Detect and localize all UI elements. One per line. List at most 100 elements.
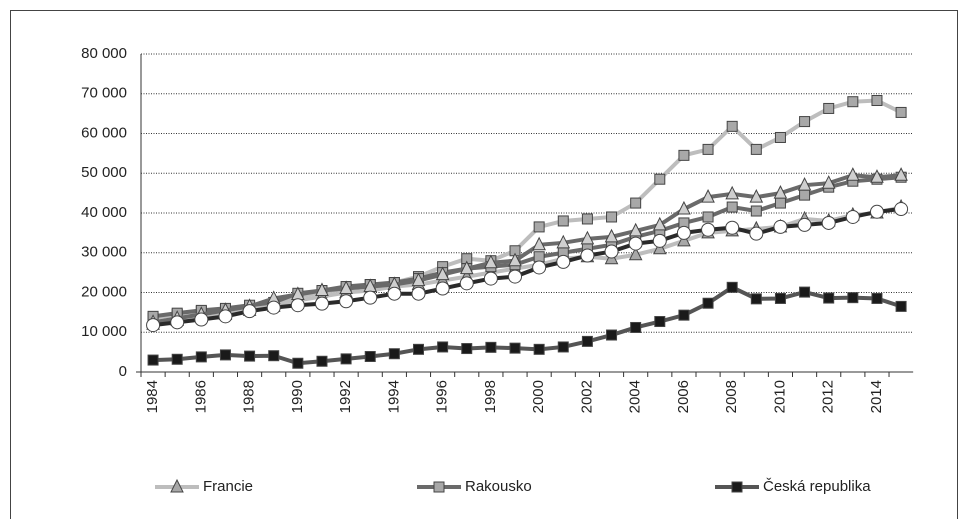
series-line bbox=[152, 173, 902, 325]
marker bbox=[581, 213, 593, 225]
marker bbox=[701, 188, 715, 203]
y-tick-label: 70 000 bbox=[81, 85, 127, 102]
marker bbox=[340, 353, 352, 365]
marker bbox=[459, 260, 474, 275]
marker bbox=[435, 266, 450, 281]
marker bbox=[170, 315, 185, 330]
marker bbox=[702, 211, 714, 223]
marker bbox=[316, 355, 328, 367]
y-tick-label: 50 000 bbox=[81, 164, 127, 181]
marker bbox=[799, 189, 811, 201]
marker bbox=[821, 215, 836, 230]
marker bbox=[894, 202, 909, 217]
marker bbox=[773, 185, 788, 199]
marker bbox=[532, 236, 546, 251]
marker bbox=[678, 149, 690, 161]
marker bbox=[821, 175, 836, 189]
x-tick-label: 2014 bbox=[868, 380, 885, 413]
marker bbox=[435, 281, 450, 296]
marker bbox=[701, 222, 716, 237]
legend-label: Francie bbox=[203, 478, 253, 495]
marker bbox=[773, 219, 788, 234]
x-tick-label: 1998 bbox=[482, 380, 499, 413]
x-tick-label: 2008 bbox=[723, 380, 740, 413]
marker bbox=[847, 96, 859, 108]
marker bbox=[845, 209, 860, 224]
marker bbox=[508, 252, 522, 267]
marker bbox=[726, 120, 738, 132]
marker bbox=[870, 169, 884, 183]
marker bbox=[218, 309, 233, 324]
marker bbox=[146, 318, 161, 333]
marker bbox=[871, 292, 883, 304]
marker bbox=[749, 226, 764, 241]
legend-label: Česká republika bbox=[763, 478, 871, 495]
marker bbox=[628, 222, 643, 237]
marker bbox=[268, 350, 280, 362]
x-tick-label: 2012 bbox=[820, 380, 837, 413]
frame bbox=[10, 10, 958, 519]
marker bbox=[725, 220, 740, 235]
marker bbox=[823, 292, 835, 304]
marker bbox=[846, 167, 860, 181]
marker bbox=[628, 246, 643, 261]
marker bbox=[244, 350, 256, 362]
marker bbox=[171, 353, 183, 365]
x-tick-label: 2004 bbox=[627, 380, 644, 413]
marker bbox=[557, 215, 569, 227]
x-tick-label: 1994 bbox=[385, 380, 402, 413]
marker bbox=[725, 185, 739, 200]
marker bbox=[412, 343, 424, 355]
marker bbox=[869, 204, 884, 219]
marker bbox=[581, 335, 593, 347]
marker bbox=[364, 350, 376, 362]
y-tick-label: 0 bbox=[119, 363, 127, 380]
marker bbox=[774, 292, 786, 304]
marker bbox=[339, 294, 354, 309]
marker bbox=[630, 197, 642, 209]
marker bbox=[774, 131, 786, 143]
marker bbox=[509, 342, 521, 354]
marker bbox=[678, 309, 690, 321]
marker bbox=[606, 329, 618, 341]
marker bbox=[314, 296, 329, 311]
marker bbox=[652, 233, 667, 248]
marker bbox=[895, 300, 907, 312]
series-line bbox=[152, 98, 902, 321]
marker bbox=[437, 341, 449, 353]
marker bbox=[628, 236, 643, 251]
marker bbox=[797, 217, 812, 232]
marker bbox=[388, 348, 400, 360]
marker bbox=[339, 280, 353, 295]
marker bbox=[749, 188, 764, 203]
x-tick-label: 2002 bbox=[578, 380, 595, 413]
marker bbox=[750, 143, 762, 155]
y-tick-label: 60 000 bbox=[81, 124, 127, 141]
x-tick-label: 1992 bbox=[337, 380, 354, 413]
marker bbox=[459, 276, 474, 291]
marker bbox=[823, 102, 835, 114]
marker bbox=[411, 286, 426, 301]
marker bbox=[774, 197, 786, 209]
marker bbox=[652, 216, 667, 231]
marker bbox=[847, 292, 859, 304]
legend-label: Rakousko bbox=[465, 478, 532, 495]
marker bbox=[676, 225, 691, 240]
marker bbox=[799, 116, 811, 128]
marker bbox=[677, 200, 691, 215]
marker bbox=[702, 297, 714, 309]
marker bbox=[702, 143, 714, 155]
marker bbox=[750, 205, 762, 217]
marker bbox=[266, 300, 281, 315]
marker bbox=[290, 298, 305, 313]
marker bbox=[485, 341, 497, 353]
marker bbox=[461, 343, 473, 355]
marker bbox=[731, 481, 743, 493]
marker bbox=[533, 221, 545, 233]
marker bbox=[170, 478, 184, 493]
y-tick-label: 80 000 bbox=[81, 45, 127, 62]
marker bbox=[726, 281, 738, 293]
x-tick-label: 2010 bbox=[771, 380, 788, 413]
marker bbox=[363, 290, 378, 305]
